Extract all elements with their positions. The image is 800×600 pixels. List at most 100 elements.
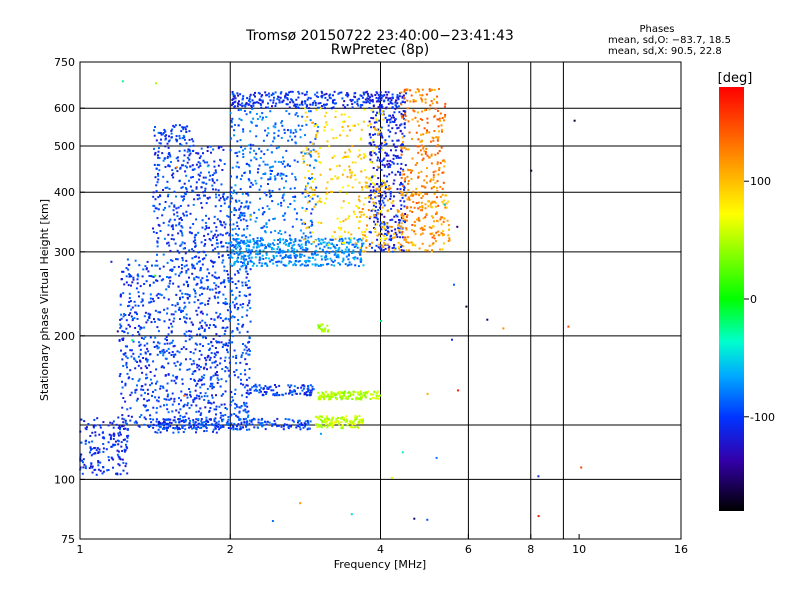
data-point xyxy=(171,225,174,228)
data-point xyxy=(311,263,314,266)
data-point xyxy=(179,298,181,301)
data-point xyxy=(383,204,386,207)
data-point xyxy=(164,357,167,360)
data-point xyxy=(162,386,165,389)
data-point xyxy=(179,363,182,366)
data-point xyxy=(386,199,389,202)
data-point xyxy=(199,279,202,282)
data-point xyxy=(379,160,382,163)
data-point xyxy=(159,132,162,135)
data-point xyxy=(195,163,198,166)
data-point xyxy=(428,88,431,91)
data-point xyxy=(191,138,194,141)
data-point xyxy=(119,473,122,476)
data-point xyxy=(351,161,354,164)
data-point xyxy=(304,102,307,105)
data-point xyxy=(285,93,288,96)
data-point xyxy=(425,175,428,178)
data-point xyxy=(416,111,419,114)
data-point xyxy=(368,245,371,247)
data-point xyxy=(406,214,409,217)
data-point xyxy=(210,352,213,354)
data-point xyxy=(259,157,262,159)
data-point xyxy=(194,380,196,382)
data-point xyxy=(246,192,249,195)
data-point xyxy=(243,401,245,404)
data-point xyxy=(321,238,324,241)
data-point xyxy=(388,238,391,241)
data-point xyxy=(378,158,381,161)
data-point xyxy=(261,112,264,115)
data-point xyxy=(213,295,216,298)
data-point xyxy=(228,281,231,283)
data-point xyxy=(189,358,192,361)
data-point xyxy=(380,233,383,235)
data-point xyxy=(293,248,296,251)
data-point xyxy=(397,105,400,108)
data-point xyxy=(256,426,259,429)
data-point xyxy=(382,113,385,116)
data-point xyxy=(381,136,384,139)
data-point xyxy=(125,281,128,284)
data-point xyxy=(249,171,251,174)
data-point xyxy=(386,187,388,190)
data-point xyxy=(352,393,355,396)
data-point xyxy=(121,270,124,273)
data-point xyxy=(258,259,261,261)
data-point xyxy=(387,97,390,100)
data-point xyxy=(418,206,421,208)
data-point xyxy=(339,190,342,193)
data-point xyxy=(375,397,378,400)
data-point xyxy=(132,276,135,279)
data-point xyxy=(183,394,186,397)
data-point xyxy=(197,161,200,164)
data-point xyxy=(162,352,165,355)
data-point xyxy=(228,356,231,359)
data-point xyxy=(276,260,279,263)
data-point xyxy=(164,201,167,203)
data-point xyxy=(287,427,290,430)
data-point xyxy=(347,397,349,400)
data-point xyxy=(152,360,155,363)
data-point xyxy=(186,296,189,299)
data-point xyxy=(339,263,342,266)
data-point xyxy=(334,175,337,178)
data-point xyxy=(348,391,351,394)
data-point xyxy=(369,96,372,99)
data-point xyxy=(377,195,380,198)
data-point xyxy=(436,180,439,183)
data-point xyxy=(380,94,383,97)
data-point xyxy=(326,395,329,398)
data-point xyxy=(314,102,317,104)
data-point xyxy=(385,237,388,240)
data-point xyxy=(367,390,370,393)
data-point xyxy=(236,161,239,164)
data-point xyxy=(177,411,180,414)
data-point xyxy=(94,424,97,427)
data-point xyxy=(185,412,188,415)
data-point xyxy=(112,458,115,461)
data-point xyxy=(358,220,361,223)
data-point xyxy=(315,254,318,257)
data-point xyxy=(167,347,170,350)
data-point xyxy=(377,177,380,180)
data-point xyxy=(361,245,363,248)
data-point xyxy=(351,106,354,109)
data-point xyxy=(209,174,212,177)
data-point xyxy=(248,257,251,260)
data-point xyxy=(323,129,326,132)
data-point xyxy=(442,159,445,162)
data-point xyxy=(309,389,312,392)
data-point xyxy=(167,362,170,365)
data-point xyxy=(257,245,260,248)
data-point xyxy=(288,112,291,115)
data-point xyxy=(248,98,251,100)
data-point xyxy=(243,262,245,265)
data-point xyxy=(320,201,323,203)
data-point xyxy=(201,326,204,329)
data-point xyxy=(161,133,164,136)
data-point xyxy=(139,285,142,288)
data-point xyxy=(155,167,158,170)
data-point xyxy=(420,139,423,142)
data-point xyxy=(237,109,240,112)
